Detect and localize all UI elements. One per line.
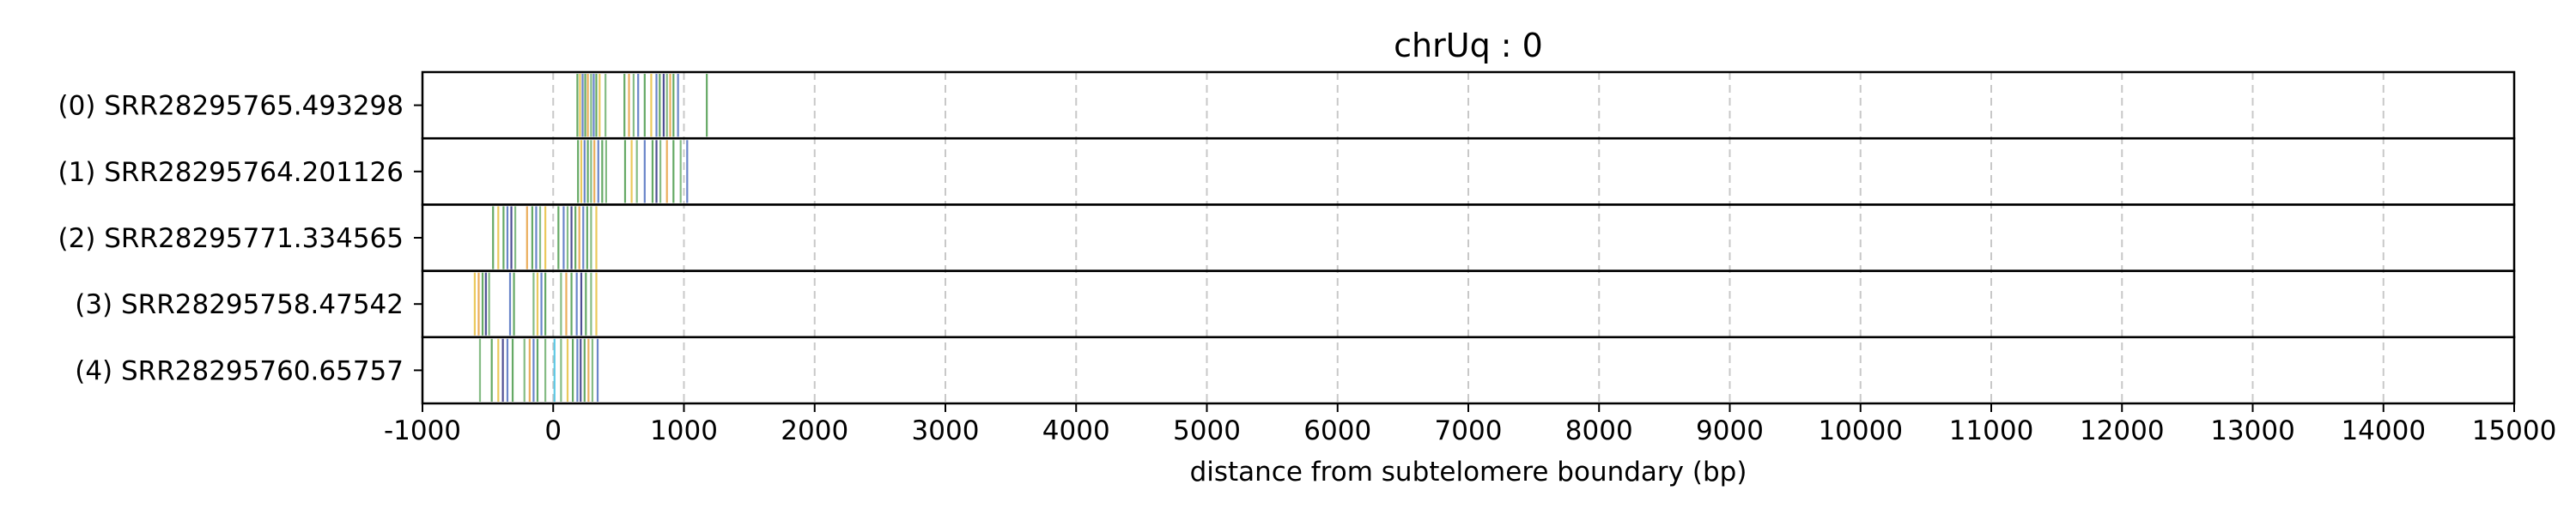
x-tick-label: 2000 bbox=[781, 415, 848, 446]
read-row: (2) SRR28295771.334565 bbox=[58, 203, 2516, 272]
x-axis-label: distance from subtelomere boundary (bp) bbox=[1190, 457, 1747, 488]
chart-title: chrUq : 0 bbox=[1394, 27, 1543, 64]
x-tick-label: 10000 bbox=[1818, 415, 1903, 446]
row-label: (4) SRR28295760.65757 bbox=[75, 355, 404, 386]
x-tick-label: 11000 bbox=[1949, 415, 2034, 446]
x-tick-label: 15000 bbox=[2472, 415, 2557, 446]
x-tick-label: -1000 bbox=[384, 415, 461, 446]
x-tick-label: 5000 bbox=[1173, 415, 1241, 446]
x-axis: -1000 0 1000 2000 3000 4000 5000 6000 7000 8000 90… bbox=[384, 403, 2556, 446]
x-tick-label: 1000 bbox=[650, 415, 718, 446]
x-tick-label: 13000 bbox=[2210, 415, 2295, 446]
x-tick-label: 9000 bbox=[1696, 415, 1764, 446]
read-row: (0) SRR28295765.493298 bbox=[58, 70, 2516, 140]
read-rows: (0) SRR28295765.493298 (1) SRR28295764.20… bbox=[58, 70, 2516, 405]
x-tick-label: 3000 bbox=[912, 415, 980, 446]
read-row: (1) SRR28295764.201126 bbox=[58, 136, 2516, 206]
x-tick-label: 6000 bbox=[1303, 415, 1371, 446]
row-label: (3) SRR28295758.47542 bbox=[75, 289, 404, 320]
x-tick-label: 4000 bbox=[1042, 415, 1110, 446]
row-label: (1) SRR28295764.201126 bbox=[58, 157, 404, 188]
row-label: (2) SRR28295771.334565 bbox=[58, 223, 404, 254]
x-tick-label: 8000 bbox=[1565, 415, 1633, 446]
x-tick-label: 0 bbox=[544, 415, 562, 446]
read-row: (4) SRR28295760.65757 bbox=[75, 336, 2516, 405]
x-tick-label: 7000 bbox=[1435, 415, 1503, 446]
x-tick-label: 12000 bbox=[2080, 415, 2165, 446]
grid-lines bbox=[422, 72, 2515, 403]
row-label: (0) SRR28295765.493298 bbox=[58, 91, 404, 122]
read-row: (3) SRR28295758.47542 bbox=[75, 270, 2516, 339]
x-tick-label: 14000 bbox=[2341, 415, 2426, 446]
